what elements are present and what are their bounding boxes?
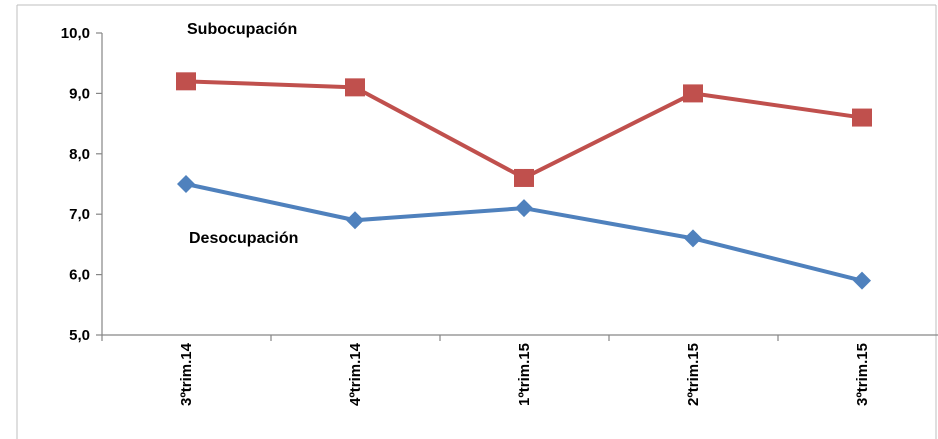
data-point-diamond <box>346 211 364 230</box>
x-tick-label: 1ºtrim.15 <box>516 343 533 406</box>
y-tick-label: 6,0 <box>69 267 90 284</box>
y-tick-label: 9,0 <box>69 85 90 102</box>
series-line-0 <box>185 79 863 180</box>
x-ticks: 3ºtrim.14 4ºtrim.14 1ºtrim.15 2ºtrim.15 3ºtr… <box>101 335 871 406</box>
data-point-square <box>514 168 534 187</box>
data-point-square <box>852 108 872 127</box>
data-point-square <box>176 72 196 91</box>
x-tick-label: 2ºtrim.15 <box>685 343 702 406</box>
x-tick-label: 4ºtrim.14 <box>347 342 364 406</box>
data-point-diamond <box>853 271 871 290</box>
x-tick-label: 3ºtrim.14 <box>178 342 195 406</box>
y-ticks: 5,0 6,0 7,0 8,0 9,0 10,0 <box>61 25 102 344</box>
data-point-diamond <box>515 199 533 218</box>
y-tick-label: 10,0 <box>61 25 90 42</box>
data-point-diamond <box>684 229 702 248</box>
x-tick-label: 3ºtrim.15 <box>854 343 871 406</box>
y-tick-label: 5,0 <box>69 327 90 344</box>
data-point-square <box>345 78 365 97</box>
y-tick-label: 8,0 <box>69 146 90 163</box>
series-label-subocupacion: Subocupación <box>187 21 297 38</box>
data-point-square <box>683 84 703 103</box>
series-label-desocupacion: Desocupación <box>189 230 298 247</box>
series-layer <box>176 72 872 290</box>
y-tick-label: 7,0 <box>69 206 90 223</box>
data-point-diamond <box>177 175 195 193</box>
